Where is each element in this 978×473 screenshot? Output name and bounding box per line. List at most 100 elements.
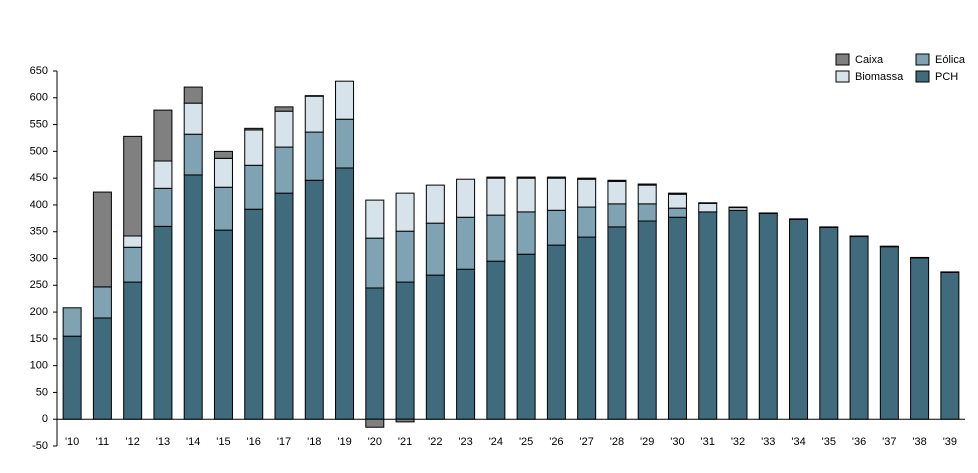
bar-segment: [425, 222, 445, 276]
bar-segment: [789, 218, 809, 220]
y-tick-label: 50: [36, 386, 48, 398]
bar-segment: [546, 176, 566, 179]
bar-segment: [698, 202, 718, 213]
legend-swatch: [835, 70, 850, 83]
x-tick-label: '21: [398, 436, 412, 448]
y-tick-label: 250: [30, 279, 48, 291]
x-tick-label: '27: [579, 436, 593, 448]
bar-segment: [92, 317, 112, 420]
bar-segment: [910, 256, 930, 259]
bar-segment: [516, 176, 536, 179]
bar-segment: [607, 226, 627, 420]
x-tick-label: '11: [96, 436, 110, 448]
bar-segment: [516, 177, 536, 213]
bar-segment: [940, 271, 960, 420]
bar-segment: [728, 206, 748, 209]
bar-segment: [637, 184, 657, 205]
bar-segment: [667, 207, 687, 218]
bar-segment: [395, 418, 415, 423]
x-tick-label: '38: [912, 436, 926, 448]
bar-segment: [395, 192, 415, 232]
bar-segment: [213, 157, 233, 188]
bar-segment: [546, 177, 566, 211]
bar-segment: [274, 110, 294, 148]
bar-segment: [425, 274, 445, 420]
bar-segment: [637, 183, 657, 186]
bar-segment: [304, 131, 324, 181]
bar-segment: [304, 179, 324, 420]
bar-segment: [395, 281, 415, 420]
y-tick-label: 600: [30, 92, 48, 104]
bar-segment: [667, 216, 687, 420]
bar-segment: [879, 246, 899, 420]
y-tick-label: 650: [30, 65, 48, 77]
bar-segment: [304, 95, 324, 97]
legend-swatch: [915, 53, 930, 66]
x-tick-label: '15: [216, 436, 230, 448]
bar-segment: [546, 209, 566, 246]
bar-segment: [123, 246, 143, 283]
x-tick-label: '18: [307, 436, 321, 448]
bar-segment: [153, 225, 173, 420]
bar-segment: [577, 178, 597, 208]
legend-label: Caixa: [855, 54, 884, 66]
bar-segment: [244, 208, 264, 420]
x-tick-label: '33: [761, 436, 775, 448]
bar-segment: [879, 245, 899, 248]
bar-segment: [274, 192, 294, 420]
bar-segment: [365, 237, 385, 289]
bar-segment: [183, 86, 203, 104]
bar-segment: [365, 418, 385, 428]
bar-segment: [123, 281, 143, 420]
bar-segment: [789, 218, 809, 420]
bar-segment: [456, 268, 476, 420]
bar-segment: [486, 176, 506, 179]
x-tick-label: '31: [701, 436, 715, 448]
legend-label: PCH: [935, 71, 958, 83]
bar-segment: [637, 220, 657, 420]
bar-segment: [698, 211, 718, 420]
bar-segment: [244, 129, 264, 166]
bar-segment: [849, 236, 869, 420]
bar-segment: [274, 146, 294, 194]
bar-segment: [486, 177, 506, 216]
x-tick-label: '30: [670, 436, 684, 448]
x-tick-label: '29: [640, 436, 654, 448]
bar-segment: [335, 118, 355, 169]
y-tick-label: 450: [30, 172, 48, 184]
bar-segment: [213, 229, 233, 420]
y-tick-label: 350: [30, 226, 48, 238]
y-tick-label: 0: [42, 413, 48, 425]
y-tick-label: 100: [30, 360, 48, 372]
x-tick-label: '39: [943, 436, 957, 448]
bar-segment: [456, 178, 476, 218]
legend-label: Biomassa: [855, 71, 904, 83]
bar-segment: [516, 211, 536, 255]
bar-segment: [486, 214, 506, 262]
bar-segment: [577, 236, 597, 420]
bar-segment: [667, 192, 687, 195]
bar-segment: [395, 230, 415, 283]
legend-swatch: [915, 70, 930, 83]
bar-segment: [244, 127, 264, 131]
bar-segment: [153, 187, 173, 227]
x-tick-label: '23: [458, 436, 472, 448]
bar-segment: [213, 150, 233, 159]
x-tick-label: '32: [731, 436, 745, 448]
bar-segment: [153, 109, 173, 162]
bar-segment: [335, 80, 355, 120]
bar-segment: [183, 133, 203, 176]
x-tick-label: '13: [156, 436, 170, 448]
y-tick-label: 500: [30, 145, 48, 157]
bar-segment: [274, 106, 294, 112]
bar-segment: [607, 203, 627, 228]
bar-segment: [546, 244, 566, 420]
bar-segment: [183, 102, 203, 135]
bar-segment: [304, 95, 324, 133]
bar-segment: [456, 216, 476, 270]
x-tick-label: '14: [186, 436, 200, 448]
y-tick-label: 150: [30, 333, 48, 345]
bar-segment: [516, 253, 536, 420]
bar-segment: [667, 193, 687, 209]
x-tick-label: '25: [519, 436, 533, 448]
